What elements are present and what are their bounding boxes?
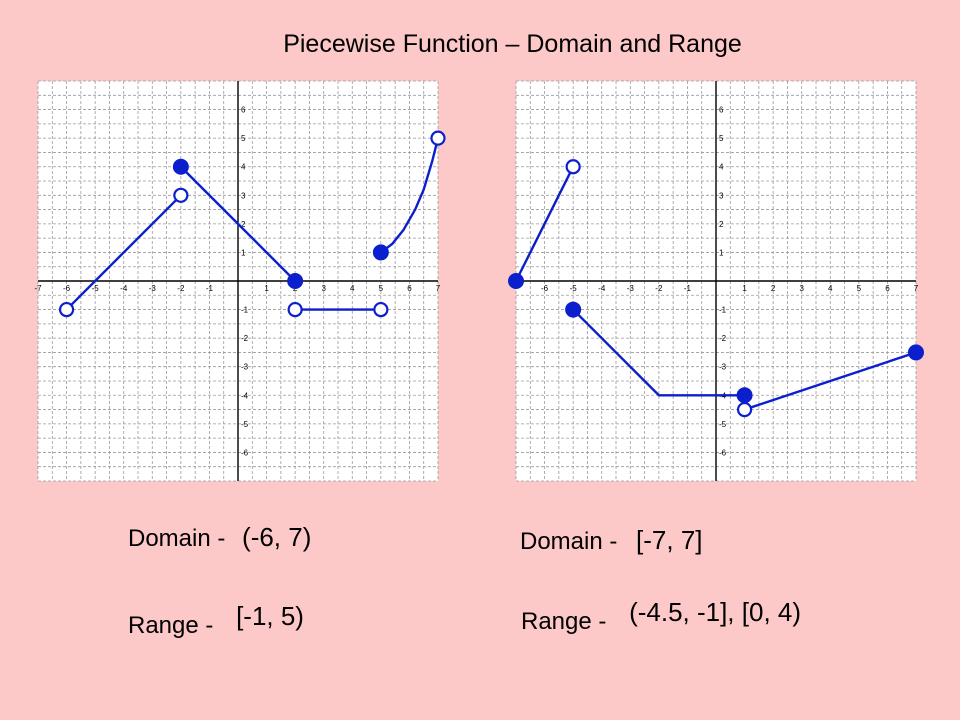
y-tick-label: -6 [241,448,249,457]
open-endpoint [173,187,189,203]
closed-endpoint [172,158,189,175]
domain-left-label: Domain - [128,525,226,552]
x-tick-label: 7 [914,284,919,293]
y-tick-label: -1 [719,306,727,315]
x-tick-label: -2 [655,284,663,293]
domain-right-label: Domain - [520,528,618,555]
y-tick-label: 1 [719,248,724,257]
range-left: Range - [-1, 5) [128,601,304,639]
closed-endpoint [736,387,753,404]
range-right-label: Range - [521,608,607,635]
graph-left-segment-4 [379,136,440,254]
y-tick-label: 4 [241,163,246,172]
closed-endpoint [907,344,924,361]
closed-endpoint [508,273,525,289]
y-tick-label: -1 [241,306,249,315]
open-endpoint [373,301,389,318]
domain-left-value: (-6, 7) [242,522,312,552]
x-tick-label: -5 [92,284,100,293]
open-endpoint [58,301,75,318]
x-tick-label: 5 [857,284,862,293]
y-tick-label: 2 [719,220,724,229]
domain-right: Domain - [-7, 7] [520,525,703,556]
page-title: Piecewise Function – Domain and Range [283,30,742,58]
open-endpoint [287,301,303,318]
x-tick-label: -6 [63,284,71,293]
range-right: Range - (-4.5, -1], [0, 4) [521,597,802,635]
y-tick-label: 6 [719,106,724,115]
x-tick-label: 4 [350,284,355,293]
y-tick-label: 5 [719,134,724,143]
y-tick-label: 3 [241,191,246,200]
x-tick-label: 7 [436,284,441,293]
y-tick-label: 2 [241,220,246,229]
x-tick-label: -1 [684,284,692,293]
y-tick-label: 4 [719,163,724,172]
y-tick-label: -3 [241,363,249,372]
y-tick-label: -6 [719,448,727,457]
x-tick-label: 3 [799,284,804,293]
y-tick-label: -3 [719,363,727,372]
open-endpoint [565,159,581,175]
x-tick-label: 2 [771,284,776,293]
x-tick-label: -5 [570,284,578,293]
x-tick-label: 6 [885,284,890,293]
x-tick-label: -3 [627,284,635,293]
range-right-value: (-4.5, -1], [0, 4) [629,597,802,627]
closed-endpoint [287,273,304,289]
x-tick-label: 5 [379,284,384,293]
range-left-value: [-1, 5) [236,601,304,631]
y-tick-label: -2 [241,334,249,343]
x-tick-label: -6 [541,284,549,293]
graph-left-segment-1 [65,194,183,311]
x-tick-label: -3 [149,284,157,293]
y-tick-label: 1 [241,248,246,257]
closed-endpoint [372,244,389,261]
x-tick-label: -4 [120,284,128,293]
graph-right: -6 -5 -4 -3 -2 -1 1 2 3 4 5 6 7 6 5 4 3 2 1 -1 -2 -3 -4 -5 -6 [508,76,924,486]
graph-left-segment-2 [179,165,297,283]
x-tick-label: 6 [407,284,412,293]
y-tick-label: 5 [241,134,246,143]
graph-right-segment-2 [571,308,746,397]
x-tick-label: 4 [828,284,833,293]
y-tick-label: -5 [241,420,249,429]
y-tick-label: -4 [241,391,249,400]
graph-right-segment-1 [514,165,575,283]
y-tick-label: 3 [719,191,724,200]
y-tick-label: -2 [719,334,727,343]
x-tick-label: -7 [34,284,42,293]
range-left-label: Range - [128,612,214,639]
graph-right-segment-3 [743,351,918,411]
y-tick-label: -5 [719,420,727,429]
x-tick-label: 1 [264,284,269,293]
domain-right-value: [-7, 7] [636,525,703,555]
open-endpoint [736,401,753,418]
closed-endpoint [565,301,582,318]
x-tick-label: -1 [206,284,214,293]
domain-left: Domain - (-6, 7) [128,522,311,553]
open-endpoint [430,130,446,146]
x-tick-label: -2 [177,284,185,293]
x-tick-label: 1 [742,284,747,293]
y-tick-label: 6 [241,106,246,115]
x-tick-label: -4 [598,284,606,293]
x-tick-label: 3 [321,284,326,293]
